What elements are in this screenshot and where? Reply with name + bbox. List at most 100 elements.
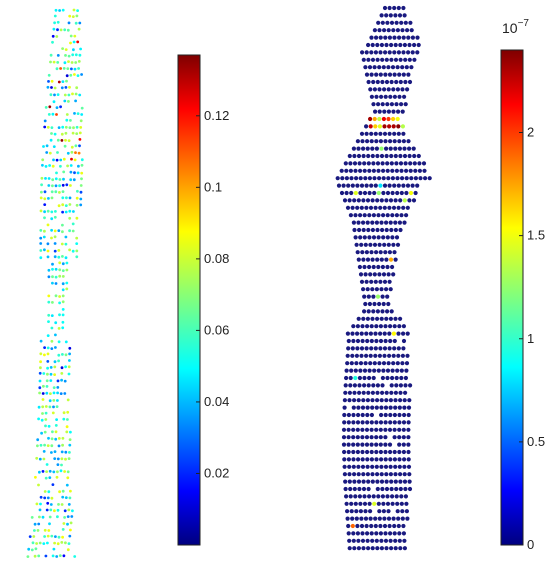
right-point — [372, 65, 377, 70]
right-point — [366, 79, 371, 85]
left-point — [61, 528, 65, 531]
right-point — [347, 472, 352, 477]
right-point — [409, 28, 414, 33]
right-point — [348, 486, 353, 492]
right-point — [369, 72, 374, 77]
left-point — [50, 217, 54, 221]
left-point — [61, 300, 65, 304]
right-point — [356, 457, 361, 462]
left-point — [77, 151, 81, 155]
right-point — [393, 13, 398, 18]
right-point — [403, 102, 408, 107]
left-point — [75, 203, 79, 207]
right-point — [391, 28, 396, 33]
right-point — [392, 139, 397, 144]
right-point — [364, 131, 369, 136]
right-point — [373, 279, 378, 284]
left-point — [76, 40, 80, 44]
right-point — [380, 20, 385, 25]
right-point — [350, 516, 355, 521]
left-point — [56, 399, 59, 402]
right-point — [378, 205, 383, 210]
left-point — [61, 47, 64, 50]
right-point — [351, 464, 356, 469]
left-point — [41, 405, 45, 409]
right-point — [388, 457, 393, 462]
right-point — [375, 227, 380, 233]
left-point — [71, 131, 75, 135]
left-point — [52, 547, 56, 551]
left-point — [75, 242, 79, 246]
right-point — [378, 338, 384, 344]
left-point — [43, 210, 46, 214]
right-point — [388, 287, 393, 292]
right-point — [388, 398, 393, 403]
right-colorbar-tick-label: 2 — [527, 125, 534, 140]
right-point — [388, 146, 393, 151]
right-point — [386, 116, 391, 122]
right-point — [353, 368, 358, 373]
right-point — [386, 28, 391, 33]
left-point — [61, 288, 65, 292]
left-point — [69, 521, 73, 525]
right-point — [362, 383, 367, 388]
right-point — [336, 183, 342, 188]
left-point — [78, 144, 81, 148]
right-point — [372, 272, 377, 277]
right-point — [396, 523, 401, 529]
right-point — [349, 509, 354, 514]
left-point — [46, 85, 50, 89]
left-point — [31, 541, 35, 545]
right-point — [364, 442, 370, 447]
left-point — [62, 411, 66, 415]
left-point — [45, 144, 49, 148]
right-point — [398, 398, 403, 403]
left-point — [57, 80, 61, 84]
right-colorbar-tick-label: 0.5 — [527, 434, 545, 449]
left-point — [47, 184, 51, 187]
left-point — [65, 430, 69, 434]
left-point — [56, 470, 59, 474]
left-point — [69, 170, 73, 174]
left-point — [57, 255, 61, 259]
right-point — [397, 531, 402, 536]
right-point — [398, 161, 404, 166]
right-point — [368, 116, 373, 122]
right-point — [364, 346, 369, 351]
right-point — [342, 472, 347, 477]
right-point — [405, 28, 410, 33]
left-point — [39, 360, 42, 364]
right-point — [371, 264, 376, 270]
right-point — [358, 368, 363, 373]
left-point — [50, 190, 54, 194]
left-point — [46, 360, 50, 363]
left-point — [33, 554, 37, 558]
right-point — [392, 72, 397, 77]
right-point — [353, 494, 358, 499]
left-point — [64, 365, 67, 369]
left-point — [51, 430, 54, 434]
right-point — [404, 368, 409, 373]
right-point — [388, 338, 393, 344]
right-point — [370, 405, 375, 410]
left-point — [39, 352, 43, 356]
right-point — [415, 183, 420, 188]
right-point — [376, 190, 381, 196]
right-point — [397, 13, 403, 18]
left-point — [42, 145, 45, 148]
right-point — [351, 435, 356, 440]
right-point — [345, 361, 350, 366]
left-point — [53, 132, 57, 136]
right-point — [370, 472, 375, 477]
left-point — [54, 424, 58, 427]
left-point — [74, 53, 78, 57]
right-point — [368, 272, 373, 277]
left-point — [58, 301, 61, 305]
right-point — [395, 176, 400, 181]
left-point — [72, 178, 76, 182]
left-point — [62, 522, 66, 525]
right-point — [365, 146, 370, 151]
right-point — [392, 338, 397, 344]
right-point — [369, 35, 374, 40]
left-point — [68, 451, 71, 454]
